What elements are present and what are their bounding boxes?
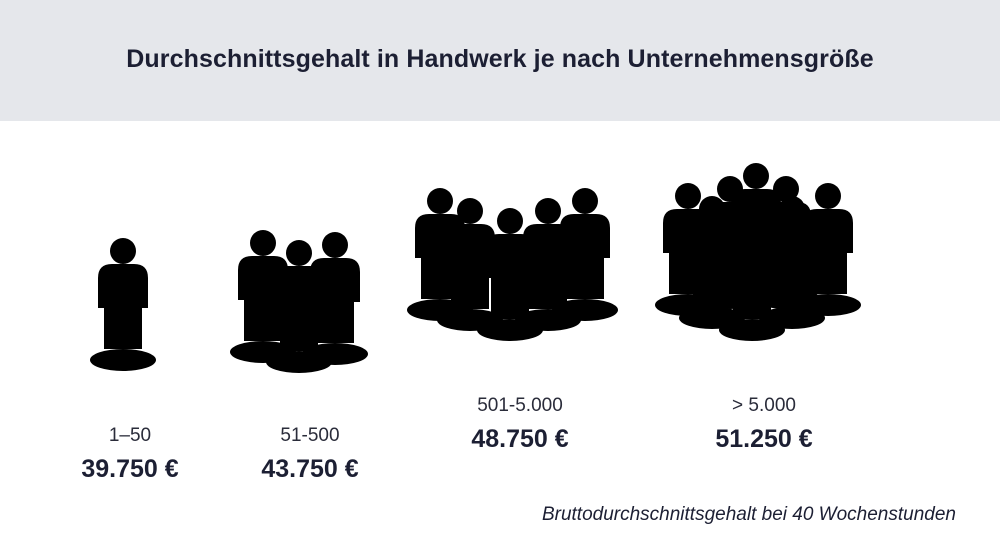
range-label: 51-500 — [280, 425, 340, 446]
group-label-1-50: 1–50 39.750 € — [40, 424, 220, 484]
range-label: 501-5.000 — [477, 395, 563, 416]
person-icon — [90, 238, 156, 371]
footnote: Bruttodurchschnittsgehalt bei 40 Wochens… — [541, 504, 956, 525]
header-banner: Durchschnittsgehalt in Handwerk je nach … — [0, 0, 1000, 121]
people-groups-svg — [90, 163, 861, 373]
group-1-50 — [90, 238, 156, 371]
people-illustration — [0, 121, 1000, 401]
page-title: Durchschnittsgehalt in Handwerk je nach … — [126, 45, 874, 73]
salary-value: 51.250 € — [715, 425, 813, 453]
salary-value: 39.750 € — [81, 455, 179, 483]
group-label-51-500: 51-500 43.750 € — [220, 424, 400, 484]
group-label-501-5000: 501-5.000 48.750 € — [430, 394, 610, 454]
group-label-over-5000: > 5.000 51.250 € — [674, 394, 854, 454]
range-label: 1–50 — [108, 425, 152, 446]
group-51-500 — [230, 230, 368, 373]
group-501-5000 — [407, 188, 618, 341]
salary-value: 48.750 € — [471, 425, 569, 453]
range-label: > 5.000 — [732, 395, 796, 416]
salary-value: 43.750 € — [261, 455, 359, 483]
group-over-5000 — [655, 163, 861, 341]
